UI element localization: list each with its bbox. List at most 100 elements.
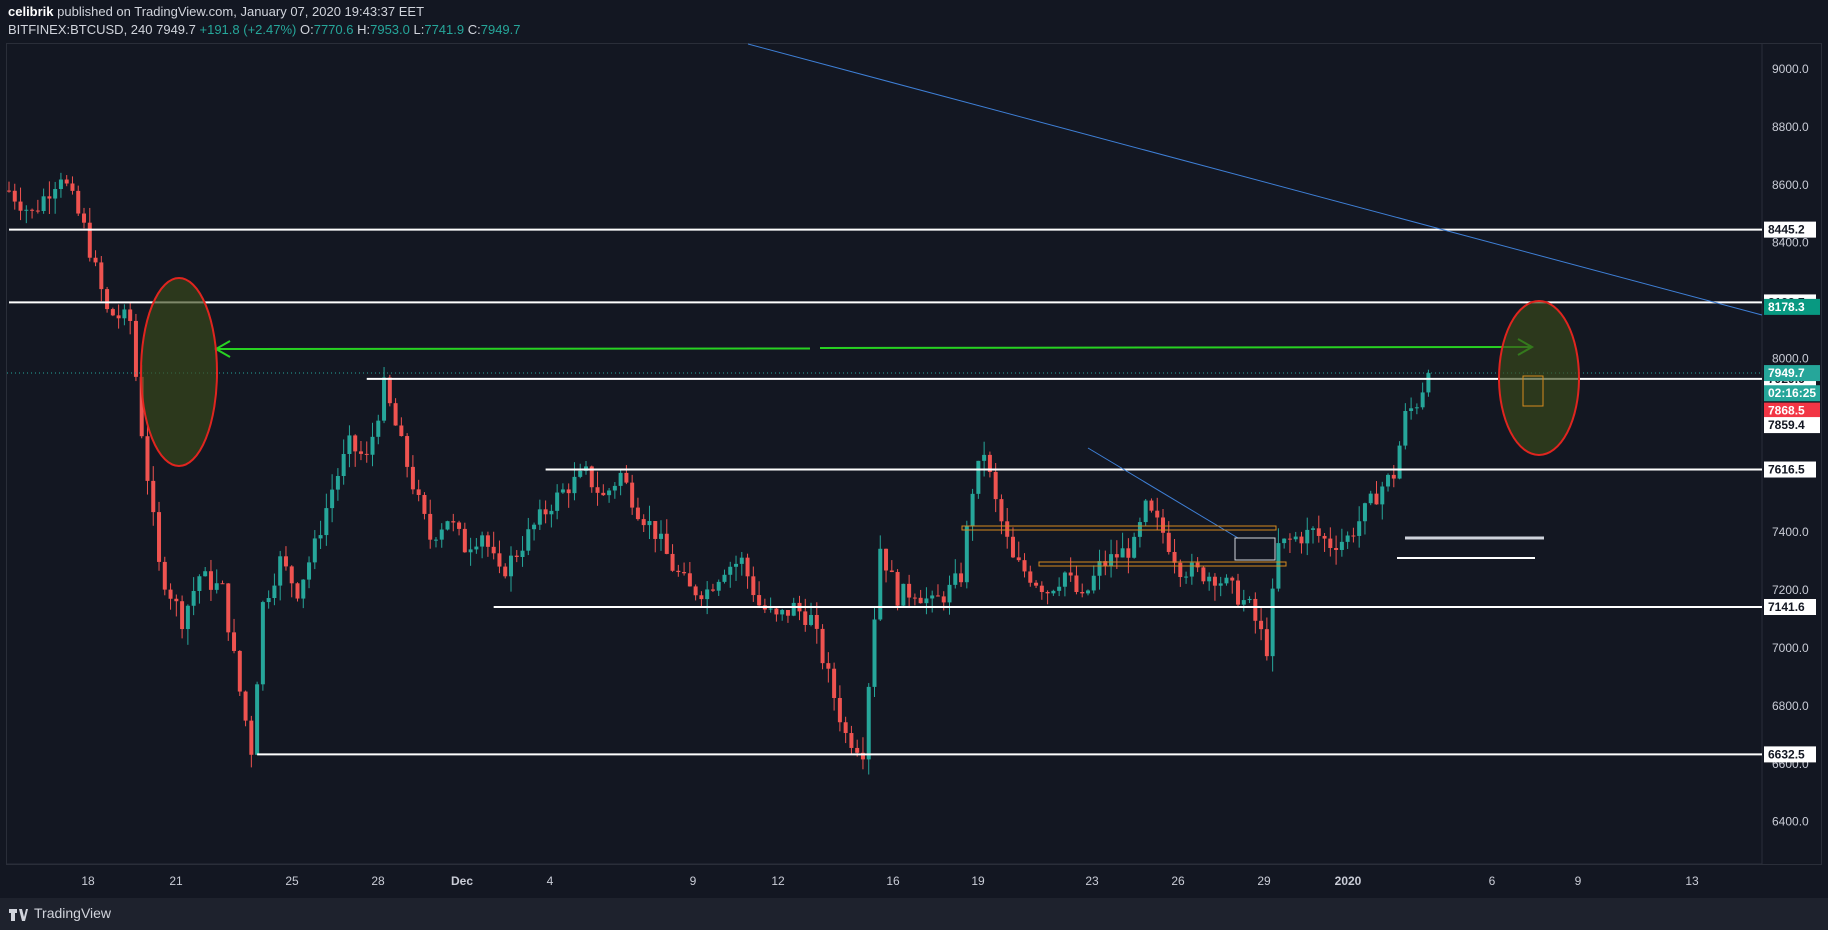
candle-body bbox=[1374, 493, 1379, 505]
candle-body bbox=[918, 597, 923, 604]
candle-body bbox=[1022, 560, 1027, 572]
candle-body bbox=[1149, 500, 1154, 511]
level-price-tag bbox=[1764, 599, 1816, 616]
x-tick-label: 6 bbox=[1489, 874, 1496, 888]
candle-body bbox=[307, 562, 312, 580]
candle-body bbox=[1028, 571, 1033, 583]
candle-body bbox=[1397, 445, 1402, 479]
candle-body bbox=[976, 460, 981, 494]
price-badge bbox=[1764, 298, 1820, 315]
candle-body bbox=[439, 529, 444, 540]
candle-body bbox=[630, 482, 635, 508]
candle-body bbox=[532, 524, 537, 530]
candle-body bbox=[347, 435, 352, 455]
candle-body bbox=[116, 315, 121, 319]
candle-body bbox=[1143, 500, 1148, 523]
candle-body bbox=[745, 557, 750, 577]
candle-body bbox=[993, 471, 998, 500]
candle-body bbox=[641, 519, 646, 526]
candle-body bbox=[647, 521, 652, 526]
candle-body bbox=[907, 583, 912, 598]
candle-body bbox=[105, 289, 110, 310]
candle-body bbox=[341, 454, 346, 477]
candle-body bbox=[607, 490, 612, 496]
candle-body bbox=[58, 179, 63, 190]
candle-body bbox=[226, 583, 231, 633]
candle-body bbox=[428, 513, 433, 540]
footer-bar: TradingView bbox=[0, 898, 1828, 930]
candle-body bbox=[1322, 535, 1327, 539]
level-price-label: 6632.5 bbox=[1768, 747, 1805, 761]
candle-body bbox=[930, 595, 935, 599]
candle-body bbox=[1426, 373, 1431, 393]
candle-body bbox=[301, 579, 306, 599]
candle-body bbox=[1305, 529, 1310, 544]
candle-body bbox=[151, 480, 156, 513]
candle-body bbox=[1201, 567, 1206, 582]
candle-body bbox=[237, 650, 242, 692]
candle-body bbox=[1409, 408, 1414, 411]
candle-body bbox=[728, 566, 733, 575]
candle-body bbox=[382, 377, 387, 421]
candle-body bbox=[289, 566, 294, 584]
candle-body bbox=[1386, 474, 1391, 487]
candle-body bbox=[162, 561, 167, 590]
candle-body bbox=[1109, 554, 1114, 567]
candle-body bbox=[53, 189, 58, 199]
candle-body bbox=[197, 576, 202, 591]
candle-body bbox=[987, 454, 992, 472]
x-tick-label: 28 bbox=[371, 874, 385, 888]
candle-body bbox=[953, 573, 958, 585]
candle-body bbox=[214, 583, 219, 590]
candle-body bbox=[260, 602, 265, 685]
candle-body bbox=[324, 508, 329, 536]
candle-body bbox=[549, 510, 554, 515]
x-tick-label: 18 bbox=[81, 874, 95, 888]
candle-body bbox=[601, 492, 606, 496]
y-tick-label: 7400.0 bbox=[1772, 525, 1809, 539]
candle-body bbox=[705, 589, 710, 600]
candle-body bbox=[682, 572, 687, 574]
candle-body bbox=[595, 487, 600, 493]
candle-body bbox=[941, 596, 946, 603]
orange-range-box bbox=[1038, 561, 1287, 567]
candle-body bbox=[624, 472, 629, 483]
close-label: C: bbox=[467, 22, 481, 37]
low-value: 7741.9 bbox=[424, 22, 465, 37]
symbol-label[interactable]: BITFINEX:BTCUSD, 240 bbox=[8, 22, 153, 37]
candle-body bbox=[1068, 572, 1073, 576]
candle-body bbox=[1074, 575, 1079, 593]
candle-body bbox=[128, 309, 133, 321]
candle-body bbox=[889, 570, 894, 573]
candle-body bbox=[1172, 551, 1177, 563]
high-value: 7953.0 bbox=[370, 22, 410, 37]
candle-body bbox=[774, 608, 779, 615]
candle-body bbox=[1184, 576, 1189, 578]
candle-body bbox=[999, 499, 1004, 522]
candle-body bbox=[1316, 528, 1321, 536]
candle-body bbox=[1034, 582, 1039, 586]
candle-body bbox=[503, 566, 508, 577]
candle-body bbox=[739, 557, 744, 564]
candle-body bbox=[1224, 577, 1229, 584]
tradingview-brand[interactable]: TradingView bbox=[34, 905, 112, 921]
chart-canvas[interactable]: 9000.08800.08600.08400.08200.08000.07400… bbox=[0, 0, 1828, 898]
publisher-username[interactable]: celibrik bbox=[8, 4, 54, 19]
publisher-details: published on TradingView.com, January 07… bbox=[53, 4, 425, 19]
candle-body bbox=[1380, 486, 1385, 505]
y-tick-label: 8400.0 bbox=[1772, 236, 1809, 250]
x-tick-label: 13 bbox=[1685, 874, 1699, 888]
candle-body bbox=[1189, 562, 1194, 577]
candle-body bbox=[1403, 410, 1408, 446]
candle-body bbox=[433, 539, 438, 541]
candle-body bbox=[474, 546, 479, 550]
candle-body bbox=[1270, 588, 1275, 657]
level-price-tag bbox=[1764, 461, 1816, 478]
candle-body bbox=[849, 733, 854, 748]
candle-body bbox=[1282, 538, 1287, 544]
candle-body bbox=[1362, 503, 1367, 522]
x-tick-label: 9 bbox=[690, 874, 697, 888]
tradingview-logo-icon[interactable] bbox=[8, 906, 28, 922]
level-price-label: 8445.2 bbox=[1768, 223, 1805, 237]
trend-line bbox=[747, 43, 1763, 316]
